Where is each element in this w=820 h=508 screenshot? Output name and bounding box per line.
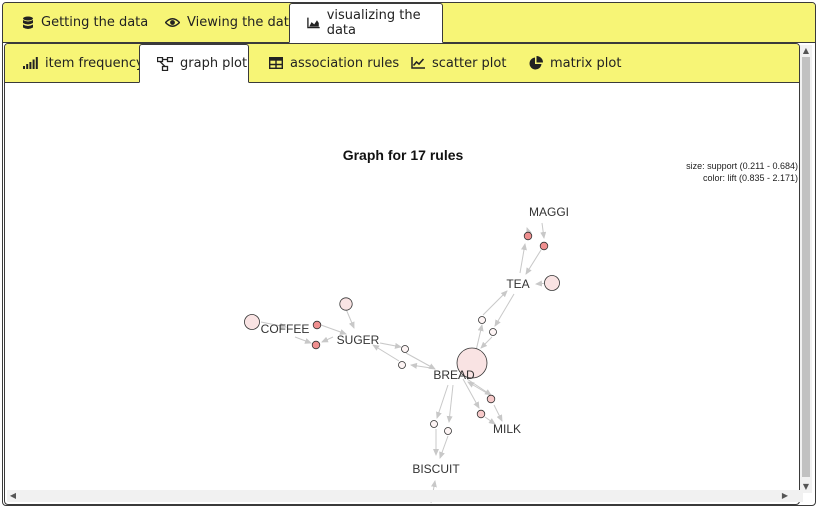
item-label-maggi: MAGGI (529, 205, 569, 219)
rule-node (444, 427, 452, 435)
scroll-up-icon[interactable]: ▲ (802, 46, 810, 55)
graph-edge (519, 243, 527, 274)
graph-edge (439, 435, 449, 459)
graph-edge (493, 404, 503, 422)
scrollbar-thumb[interactable] (802, 57, 810, 477)
item-label-coffee: COFFEE (261, 322, 310, 336)
rules-graph: Graph for 17 rules size: support (0.211 … (244, 147, 798, 504)
item-label-biscuit: BISCUIT (412, 462, 460, 476)
visualization-panel: item frequency graph plot association ru… (4, 43, 800, 505)
rule-node (339, 297, 353, 311)
rule-node (456, 347, 488, 379)
horizontal-scrollbar[interactable]: ◀ ▶ (7, 490, 803, 502)
graph-edge (446, 384, 454, 423)
legend-color: color: lift (0.835 - 2.171) (703, 173, 798, 183)
graph-edge (260, 321, 287, 329)
graph-edge (321, 336, 334, 343)
graph-nodes-icon (157, 56, 173, 71)
database-icon (23, 16, 33, 29)
rule-node (311, 340, 321, 350)
rule-node (401, 345, 409, 353)
item-label-tea: TEA (506, 277, 529, 291)
rule-node (523, 231, 533, 241)
rule-node (478, 316, 486, 324)
tab-getting-the-data[interactable]: Getting the data (22, 3, 148, 42)
item-labels: MAGGI TEA COFFEE SUGER BREAD MILK BISCUI… (261, 205, 569, 476)
graph-edge (462, 378, 480, 409)
item-label-milk: MILK (493, 422, 521, 436)
tab-matrix-plot[interactable]: matrix plot (529, 44, 621, 82)
graph-edge (540, 222, 547, 239)
top-tab-bar: Getting the data Viewing the data visual… (3, 3, 815, 43)
tab-label: association rules (290, 55, 400, 71)
eye-icon (165, 18, 180, 27)
tab-label: item frequency (45, 55, 144, 71)
tab-label: Getting the data (41, 15, 149, 30)
tab-association-rules[interactable]: association rules (269, 44, 399, 82)
scroll-right-icon[interactable]: ▶ (781, 491, 789, 500)
item-label-bread: BREAD (433, 368, 475, 382)
tab-label: graph plot (180, 56, 248, 71)
rule-node (489, 328, 497, 336)
plot-title: Graph for 17 rules (343, 147, 464, 163)
tab-item-frequency[interactable]: item frequency (23, 44, 144, 82)
signal-bars-icon (23, 57, 38, 69)
area-chart-icon (307, 17, 320, 29)
legend-size: size: support (0.211 - 0.684) (686, 161, 798, 171)
tab-label: scatter plot (432, 55, 507, 71)
graph-edge (320, 324, 347, 335)
rule-node (539, 241, 549, 251)
graph-edge (494, 293, 515, 327)
graph-edges (260, 222, 550, 504)
graph-edge (436, 384, 449, 419)
rule-node (430, 420, 438, 428)
item-label-suger: SUGER (337, 333, 380, 347)
scroll-left-icon[interactable]: ◀ (9, 491, 17, 500)
graph-edge (345, 308, 355, 329)
rule-node (476, 409, 486, 419)
graph-nodes (244, 231, 560, 435)
tab-label: Viewing the data (187, 15, 297, 30)
graph-edge (525, 249, 542, 275)
tab-visualizing-the-data[interactable]: visualizing the data (289, 3, 443, 43)
graph-edge (405, 352, 436, 370)
graph-edge (484, 416, 496, 425)
graph-edge (480, 336, 493, 349)
graph-edge (467, 381, 491, 396)
graph-edge (410, 362, 432, 369)
graph-edge (379, 342, 402, 349)
rule-node (398, 361, 406, 369)
graph-edge (372, 344, 400, 362)
rule-node (312, 320, 322, 330)
line-chart-icon (411, 57, 425, 69)
tab-scatter-plot[interactable]: scatter plot (411, 44, 506, 82)
graph-edge (482, 290, 508, 316)
sub-tab-bar: item frequency graph plot association ru… (5, 44, 799, 83)
rule-node (244, 314, 260, 330)
scroll-down-icon[interactable]: ▼ (802, 482, 810, 491)
tab-label: matrix plot (550, 55, 622, 71)
vertical-scrollbar[interactable]: ▲ ▼ (800, 45, 812, 493)
tab-viewing-the-data[interactable]: Viewing the data (165, 3, 297, 42)
tab-graph-plot[interactable]: graph plot (139, 44, 249, 83)
graph-edge (294, 336, 312, 344)
rule-node (486, 394, 496, 404)
tab-label: visualizing the data (326, 8, 421, 38)
pie-chart-icon (529, 56, 543, 70)
table-icon (269, 57, 283, 69)
graph-plot-area: Graph for 17 rules size: support (0.211 … (5, 83, 799, 504)
rule-node (544, 275, 560, 291)
